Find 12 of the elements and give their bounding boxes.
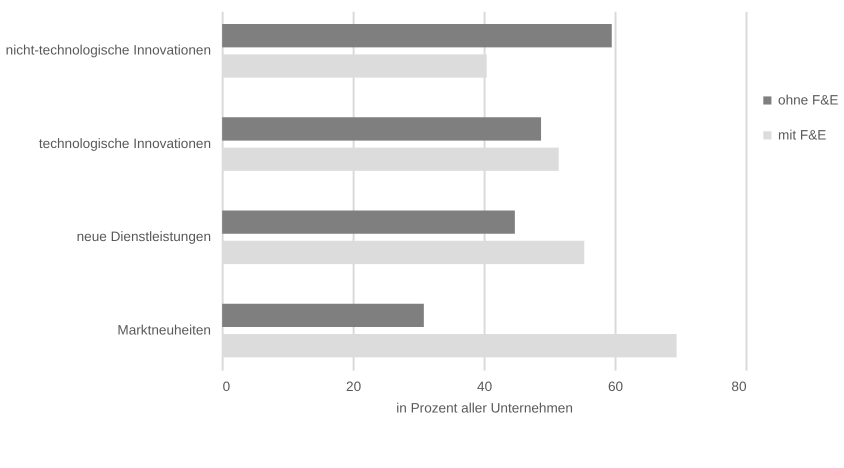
x-axis-title: in Prozent aller Unternehmen [396,400,573,416]
x-tick-label: 0 [222,379,231,394]
y-tick-label: neue Dienstleistungen [76,229,211,244]
x-tick-label: 60 [608,379,624,394]
y-tick-label: technologische Innovationen [38,136,211,151]
x-tick-label: 20 [346,379,362,394]
y-tick-label: Marktneuheiten [117,322,211,338]
x-tick-label: 80 [731,379,747,394]
legend-label: mit F&E [778,127,826,142]
y-tick-label: nicht-technologische Innovationen [6,42,211,58]
legend-label: ohne F&E [778,92,838,108]
x-tick-label: 40 [477,379,493,394]
